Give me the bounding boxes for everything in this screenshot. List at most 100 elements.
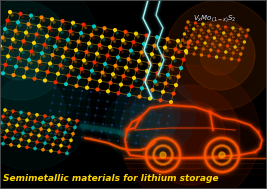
- Point: [0, 56, 2, 59]
- Point: [47, 116, 51, 119]
- Point: [78, 43, 83, 46]
- Point: [9, 116, 13, 119]
- Point: [218, 27, 222, 30]
- Circle shape: [185, 20, 255, 90]
- Point: [5, 129, 9, 132]
- Point: [104, 30, 109, 33]
- Point: [161, 90, 165, 93]
- Point: [237, 58, 241, 61]
- Point: [16, 21, 20, 24]
- Point: [27, 58, 31, 61]
- Point: [144, 45, 148, 48]
- Point: [81, 128, 86, 131]
- Point: [77, 76, 81, 79]
- Point: [3, 27, 7, 30]
- Point: [140, 87, 144, 90]
- Point: [10, 49, 15, 52]
- Point: [207, 29, 211, 33]
- Point: [61, 138, 65, 141]
- Point: [72, 127, 77, 130]
- Point: [15, 32, 20, 35]
- Point: [159, 106, 164, 109]
- Point: [63, 47, 68, 50]
- Point: [11, 137, 15, 140]
- Point: [93, 114, 98, 117]
- Point: [94, 64, 99, 67]
- Point: [15, 124, 19, 127]
- Point: [144, 135, 149, 138]
- Point: [170, 99, 174, 102]
- Point: [5, 112, 9, 115]
- Point: [136, 71, 141, 74]
- Point: [126, 133, 131, 136]
- Point: [216, 50, 221, 53]
- Point: [73, 60, 78, 63]
- Point: [212, 36, 217, 40]
- Point: [59, 144, 63, 147]
- Point: [207, 54, 211, 57]
- Point: [74, 49, 78, 52]
- Point: [158, 63, 162, 66]
- Point: [70, 33, 75, 36]
- Point: [68, 41, 72, 44]
- Point: [134, 95, 138, 98]
- Point: [50, 18, 54, 21]
- Point: [73, 24, 77, 27]
- Point: [1, 142, 5, 145]
- Point: [238, 27, 243, 30]
- Point: [129, 49, 133, 52]
- Point: [229, 33, 233, 36]
- Point: [201, 32, 205, 35]
- Point: [134, 68, 139, 71]
- Point: [209, 33, 213, 36]
- Circle shape: [0, 20, 50, 80]
- Point: [241, 46, 245, 50]
- Point: [182, 33, 187, 36]
- Point: [223, 34, 228, 37]
- Point: [36, 36, 41, 39]
- Point: [126, 58, 131, 61]
- Point: [74, 119, 78, 122]
- Point: [214, 30, 218, 33]
- Point: [181, 58, 186, 61]
- Point: [41, 148, 45, 151]
- Circle shape: [155, 100, 225, 170]
- Point: [123, 30, 128, 33]
- Point: [91, 36, 96, 40]
- Point: [27, 139, 31, 142]
- Point: [0, 36, 5, 39]
- Point: [32, 77, 37, 80]
- Point: [87, 42, 91, 45]
- Point: [5, 30, 9, 33]
- Point: [129, 118, 134, 121]
- Point: [161, 144, 165, 147]
- Point: [214, 40, 218, 43]
- Point: [63, 131, 67, 134]
- Point: [96, 99, 101, 102]
- Point: [167, 40, 172, 43]
- Point: [233, 46, 237, 49]
- Point: [43, 115, 47, 118]
- Point: [118, 59, 122, 62]
- Point: [152, 143, 156, 146]
- Point: [199, 37, 203, 40]
- Point: [123, 42, 127, 45]
- Point: [71, 132, 75, 135]
- Point: [62, 88, 66, 91]
- Point: [83, 121, 87, 124]
- Point: [142, 42, 146, 45]
- Point: [49, 132, 53, 135]
- Point: [102, 74, 107, 77]
- Point: [3, 136, 7, 139]
- Point: [9, 143, 13, 146]
- Point: [149, 64, 154, 67]
- Point: [114, 101, 119, 104]
- Point: [178, 42, 182, 45]
- Point: [35, 140, 39, 143]
- Point: [80, 89, 84, 92]
- Point: [100, 35, 104, 38]
- Point: [7, 22, 12, 25]
- Point: [50, 101, 54, 105]
- Point: [227, 39, 231, 42]
- Point: [57, 123, 61, 126]
